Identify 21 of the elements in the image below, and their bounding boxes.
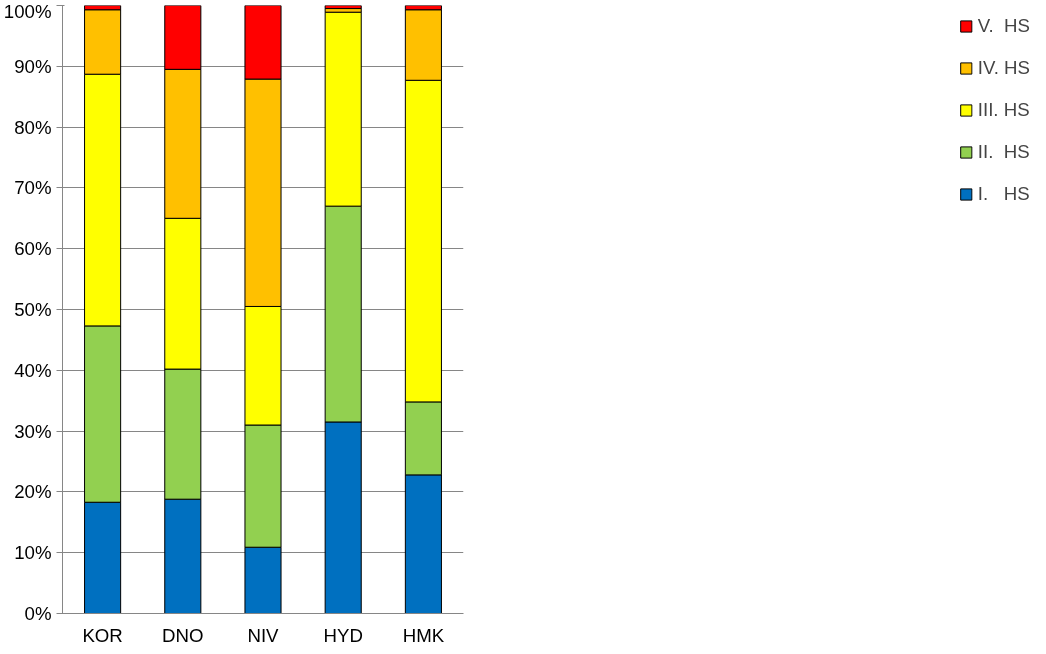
- y-tick-label: 20%: [14, 481, 52, 503]
- legend-label: III. HS: [977, 99, 1030, 121]
- legend-label: IV. HS: [977, 57, 1030, 79]
- y-tick-label: 10%: [14, 542, 52, 564]
- y-tick-label: 40%: [14, 359, 52, 381]
- y-tick-label: 70%: [14, 177, 52, 199]
- legend-label: II. HS: [977, 141, 1030, 163]
- x-tick-label: HYD: [323, 624, 363, 646]
- y-tick-label: 80%: [14, 116, 52, 138]
- x-tick-label: NIV: [247, 624, 280, 646]
- x-tick-label: HMK: [402, 624, 445, 646]
- y-tick-label: 60%: [14, 238, 52, 260]
- legend-label: I. HS: [977, 183, 1030, 205]
- y-tick-label: 100%: [3, 0, 52, 22]
- x-tick-label: KOR: [82, 624, 123, 646]
- y-tick-label: 50%: [14, 299, 52, 320]
- y-tick-label: 90%: [14, 55, 52, 77]
- y-tick-label: 0%: [24, 603, 52, 624]
- legend-label: V. HS: [977, 15, 1030, 37]
- y-tick-label: 30%: [14, 420, 52, 442]
- x-tick-label: DNO: [162, 624, 204, 646]
